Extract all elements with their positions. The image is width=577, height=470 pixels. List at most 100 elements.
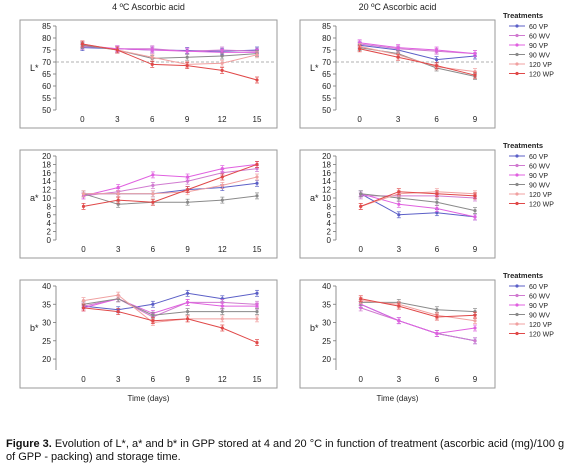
data-point: [435, 331, 439, 336]
y-tick-label: 20: [322, 355, 331, 364]
legend-marker: [515, 163, 519, 168]
y-axis-label: L*: [30, 63, 39, 73]
data-point: [435, 315, 439, 319]
legend-label: 90 WV: [529, 183, 550, 190]
data-point: [359, 192, 363, 196]
data-point: [116, 198, 120, 202]
legend-marker: [515, 24, 519, 28]
data-point: [397, 319, 401, 323]
data-point: [255, 194, 259, 198]
y-tick-label: 65: [42, 70, 51, 79]
y-tick-label: 0: [47, 236, 52, 245]
data-point: [435, 206, 439, 211]
y-tick-label: 25: [42, 337, 51, 346]
x-axis-label: Time (days): [128, 394, 170, 403]
legend-label: 90 VP: [529, 43, 548, 50]
data-point: [397, 196, 401, 200]
legend-marker: [515, 52, 519, 57]
x-tick-label: 6: [435, 245, 440, 254]
data-point: [115, 48, 119, 52]
y-tick-label: 50: [322, 106, 331, 115]
legend-label: 60 WV: [529, 34, 550, 41]
x-tick-label: 9: [185, 375, 190, 384]
y-tick-label: 70: [322, 58, 331, 67]
y-tick-label: 35: [42, 300, 51, 309]
data-point: [255, 309, 259, 314]
y-tick-label: 85: [322, 22, 331, 31]
series-line: [82, 43, 258, 81]
y-axis-label: L*: [310, 63, 319, 73]
chart-panel: 20 25 30 35 40 0 3 6 9 b* Time (days) Treatments 60 …: [299, 271, 554, 403]
y-tick-label: 10: [42, 194, 51, 203]
legend-label: 90 WV: [529, 313, 550, 320]
data-point: [116, 185, 120, 190]
data-point: [220, 183, 224, 187]
data-point: [220, 317, 224, 321]
series-line: [83, 168, 258, 197]
data-point: [185, 64, 189, 68]
y-tick-label: 75: [42, 46, 51, 55]
data-point: [473, 194, 477, 198]
x-tick-label: 3: [116, 375, 121, 384]
series-line: [359, 42, 476, 55]
legend-label: 120 VP: [529, 62, 552, 69]
x-tick-label: 0: [81, 245, 86, 254]
y-tick-label: 55: [42, 94, 51, 103]
y-tick-label: 50: [42, 106, 51, 115]
y-tick-label: 20: [42, 355, 51, 364]
x-tick-label: 0: [81, 375, 86, 384]
y-tick-label: 4: [327, 219, 332, 228]
legend-label: 60 VP: [529, 154, 548, 161]
legend-marker: [515, 312, 519, 317]
data-point: [397, 213, 401, 217]
data-point: [473, 52, 477, 56]
chart-panel: 50 55 60 65 70 75 80 85 0 3 6 9 12 15 L* 4 ºC Ascorbic …: [19, 2, 278, 129]
data-point: [397, 190, 401, 194]
data-point: [186, 175, 190, 179]
x-tick-label: 0: [359, 375, 364, 384]
series-line: [83, 292, 258, 311]
data-point: [81, 306, 86, 310]
data-point: [150, 48, 154, 52]
data-point: [434, 58, 439, 62]
x-tick-label: 15: [253, 115, 262, 124]
x-tick-label: 0: [357, 115, 362, 124]
legend-marker: [515, 331, 519, 336]
legend-label: 90 VP: [529, 303, 548, 310]
legend-label: 120 VP: [529, 192, 552, 199]
caption-label: Figure 3.: [6, 438, 52, 450]
y-tick-label: 18: [42, 160, 51, 169]
data-point: [220, 309, 224, 314]
legend-marker: [515, 303, 519, 307]
data-point: [151, 173, 155, 177]
legend-label: 60 WV: [529, 294, 550, 301]
data-point: [186, 200, 190, 204]
chart-panel: 20 25 30 35 40 0 3 6 9 12 15 b* Time (days): [19, 279, 278, 403]
series-line: [83, 307, 258, 344]
data-point: [150, 62, 154, 66]
x-tick-label: 3: [396, 115, 401, 124]
data-point: [359, 204, 363, 208]
data-point: [186, 300, 190, 305]
y-tick-label: 60: [42, 82, 51, 91]
data-point: [186, 317, 190, 321]
legend-marker: [515, 182, 519, 187]
data-point: [255, 341, 259, 345]
series-line: [83, 298, 257, 314]
y-tick-label: 65: [322, 70, 331, 79]
data-point: [255, 304, 259, 308]
series-line: [83, 163, 258, 197]
x-tick-label: 9: [185, 115, 190, 124]
plot-frame: [19, 149, 278, 259]
data-point: [473, 313, 477, 317]
legend-label: 120 WP: [529, 202, 554, 209]
x-tick-label: 6: [150, 115, 155, 124]
data-point: [186, 291, 190, 295]
data-point: [81, 299, 86, 303]
legend-label: 60 WV: [529, 164, 550, 171]
data-point: [151, 313, 155, 317]
data-point: [186, 179, 190, 183]
caption-text: Evolution of L*, a* and b* in GPP stored…: [6, 438, 565, 463]
series-line: [83, 298, 257, 316]
series-line: [83, 163, 258, 207]
